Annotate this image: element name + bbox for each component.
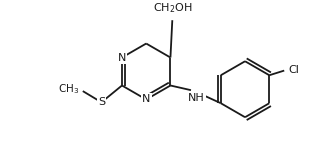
Text: Cl: Cl (288, 65, 299, 75)
Text: N: N (142, 94, 150, 104)
Text: CH$_2$OH: CH$_2$OH (153, 1, 192, 15)
Text: NH: NH (188, 93, 205, 103)
Text: S: S (98, 97, 105, 107)
Text: N: N (118, 53, 126, 62)
Text: CH$_3$: CH$_3$ (58, 82, 79, 96)
